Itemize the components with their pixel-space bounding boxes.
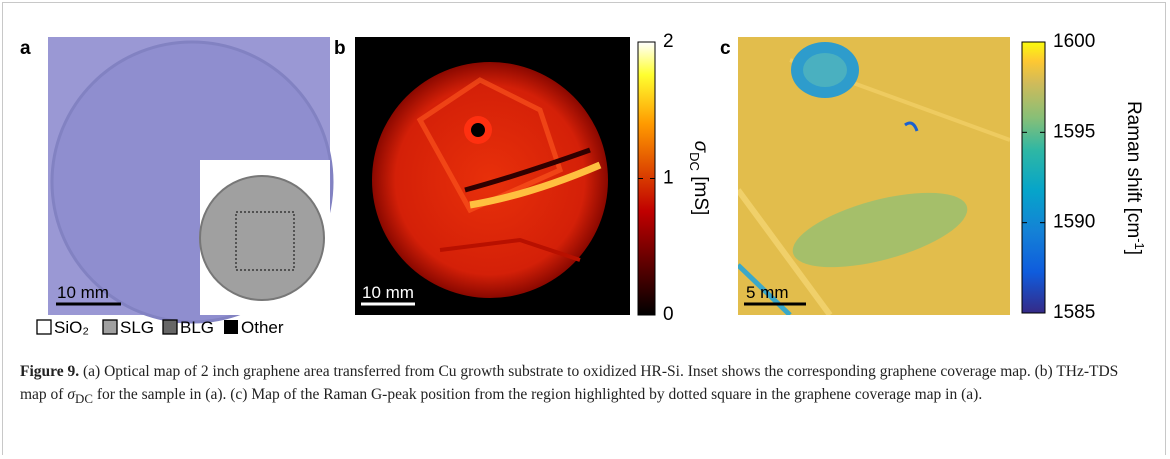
tick-label: 1600 bbox=[1053, 31, 1095, 52]
legend-label: Other bbox=[241, 318, 284, 337]
legend-label: BLG bbox=[180, 318, 214, 337]
tick-label: 0 bbox=[663, 304, 674, 325]
label-text: Raman shift [cm bbox=[1123, 101, 1144, 238]
scale-bar-label: 10 mm bbox=[362, 283, 414, 302]
raman-map bbox=[738, 37, 1010, 315]
colorbar bbox=[1021, 41, 1046, 314]
tick-label: 1585 bbox=[1053, 302, 1095, 323]
panel-label: c bbox=[720, 38, 731, 59]
legend: SiO₂ SLG BLG Other bbox=[36, 318, 284, 337]
tick-label: 1590 bbox=[1053, 212, 1095, 233]
optical-map bbox=[48, 37, 334, 324]
scale-bar-label: 5 mm bbox=[746, 283, 789, 302]
tick-label: 1595 bbox=[1053, 121, 1095, 142]
colorbar-label: Raman shift [cm-1] bbox=[1123, 101, 1147, 255]
legend-label: SiO₂ bbox=[54, 318, 89, 337]
label-end: ] bbox=[1123, 250, 1144, 255]
label-superscript: -1 bbox=[1132, 238, 1147, 250]
tick-label: 2 bbox=[663, 31, 674, 52]
label-unit: [mS] bbox=[690, 171, 711, 215]
scale-bar-label: 10 mm bbox=[57, 283, 109, 302]
caption-text: for the sample in (a). (c) Map of the Ra… bbox=[92, 386, 983, 403]
figure: a 10 mm SiO₂ SLG BLG Other b 10 mm σDC [… bbox=[20, 31, 1147, 337]
label-symbol: σ bbox=[690, 141, 711, 154]
colorbar-label: σDC [mS] bbox=[687, 141, 711, 216]
caption-label: Figure 9. bbox=[20, 363, 80, 380]
caption-subscript: DC bbox=[75, 391, 93, 407]
caption-symbol: σ bbox=[67, 386, 76, 403]
label-subscript: DC bbox=[687, 152, 702, 171]
caption: Figure 9. (a) Optical map of 2 inch grap… bbox=[20, 360, 1140, 410]
thz-map bbox=[355, 37, 630, 315]
panel-label: a bbox=[20, 38, 31, 59]
tick-label: 1 bbox=[663, 168, 674, 189]
panel-label: b bbox=[334, 38, 346, 59]
caption-text: (a) Optical map of 2 inch graphene area … bbox=[20, 363, 1119, 403]
legend-label: SLG bbox=[120, 318, 154, 337]
